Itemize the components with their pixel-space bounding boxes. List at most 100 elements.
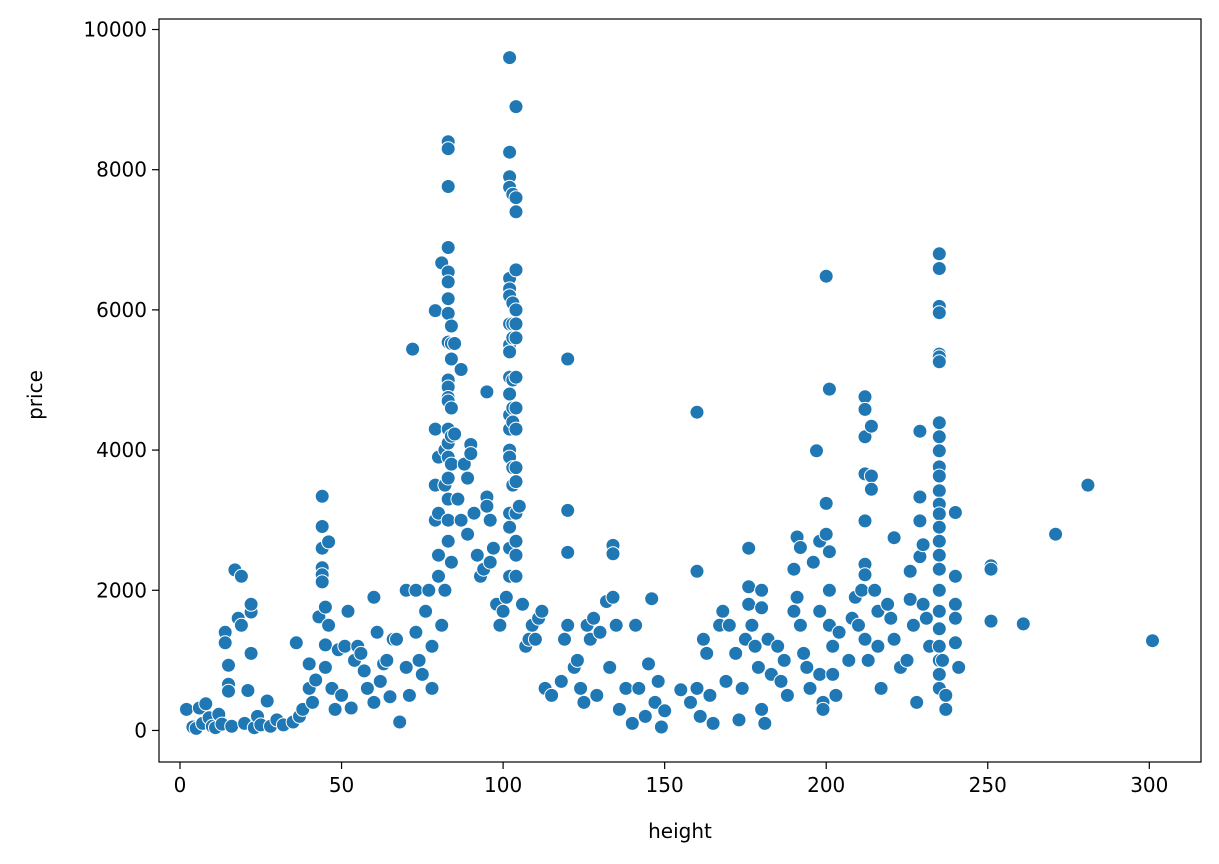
data-point — [243, 596, 259, 612]
data-point — [657, 703, 673, 719]
data-point — [931, 305, 947, 321]
data-point — [863, 481, 879, 497]
data-point — [947, 596, 963, 612]
data-point — [443, 456, 459, 472]
data-point — [372, 673, 388, 689]
data-point — [931, 621, 947, 637]
data-point — [527, 631, 543, 647]
data-point — [786, 561, 802, 577]
data-point — [776, 652, 792, 668]
data-point — [198, 696, 214, 712]
data-point — [931, 666, 947, 682]
data-point — [440, 512, 456, 528]
data-point — [637, 708, 653, 724]
data-point — [789, 589, 805, 605]
data-point — [605, 589, 621, 605]
data-point — [314, 519, 330, 534]
data-point — [369, 624, 385, 640]
data-point — [792, 540, 808, 555]
data-point — [947, 635, 963, 651]
data-point — [915, 537, 931, 553]
data-point — [815, 701, 831, 717]
data-point — [912, 489, 928, 505]
data-point — [741, 579, 757, 595]
y-tick-label: 6000 — [96, 298, 147, 322]
data-point — [931, 519, 947, 535]
data-point — [366, 694, 382, 710]
data-point — [931, 246, 947, 262]
data-point — [821, 381, 837, 397]
data-point — [905, 617, 921, 633]
x-axis-label: height — [648, 819, 712, 843]
data-point — [321, 534, 337, 550]
data-point — [754, 582, 770, 598]
data-point — [718, 673, 734, 689]
data-point — [796, 645, 812, 661]
data-point — [502, 519, 518, 535]
data-point — [935, 652, 950, 668]
data-point — [502, 386, 518, 402]
data-point — [447, 426, 463, 442]
data-point — [511, 498, 527, 514]
data-point — [240, 683, 256, 698]
data-point — [653, 719, 669, 735]
data-point — [460, 526, 476, 542]
data-point — [479, 384, 495, 400]
data-point — [508, 369, 524, 385]
data-point — [508, 533, 524, 549]
data-point — [867, 582, 883, 598]
data-point — [356, 663, 372, 679]
data-point — [918, 610, 934, 626]
data-point — [440, 179, 456, 194]
data-point — [689, 404, 705, 420]
data-point — [931, 533, 947, 549]
data-point — [695, 631, 711, 647]
data-point — [440, 305, 456, 321]
data-point — [508, 316, 524, 332]
data-point — [779, 687, 795, 703]
data-point — [569, 652, 585, 668]
data-point — [902, 563, 918, 579]
data-point — [931, 582, 947, 598]
data-point — [366, 589, 382, 605]
data-point — [1080, 477, 1096, 493]
data-point — [317, 599, 333, 615]
data-point — [931, 415, 947, 431]
data-point — [902, 591, 918, 607]
data-point — [314, 488, 330, 504]
data-point — [221, 683, 236, 699]
data-point — [482, 512, 498, 528]
data-point — [317, 659, 333, 675]
data-point — [1015, 616, 1031, 632]
y-tick-label: 10000 — [83, 18, 147, 42]
data-point — [508, 204, 524, 220]
data-point — [857, 631, 873, 647]
data-point — [1145, 633, 1160, 649]
data-point — [863, 418, 879, 434]
data-point — [560, 502, 576, 518]
data-point — [857, 389, 873, 405]
data-point — [389, 631, 404, 647]
data-point — [931, 603, 947, 619]
data-point — [886, 530, 902, 546]
data-point — [469, 547, 485, 563]
data-point — [443, 351, 459, 367]
data-point — [741, 596, 757, 612]
data-point — [754, 701, 770, 717]
data-point — [857, 401, 873, 417]
data-point — [809, 443, 824, 459]
data-point — [308, 672, 324, 688]
data-point — [424, 680, 440, 696]
data-point — [453, 362, 469, 377]
data-point — [731, 712, 747, 728]
data-point — [692, 708, 708, 724]
data-point — [485, 540, 501, 556]
data-point — [741, 540, 757, 556]
data-point — [450, 491, 466, 507]
data-point — [424, 638, 440, 654]
data-point — [508, 421, 524, 437]
data-point — [683, 694, 698, 710]
data-point — [931, 638, 947, 654]
data-point — [673, 682, 689, 698]
data-point — [886, 631, 902, 647]
